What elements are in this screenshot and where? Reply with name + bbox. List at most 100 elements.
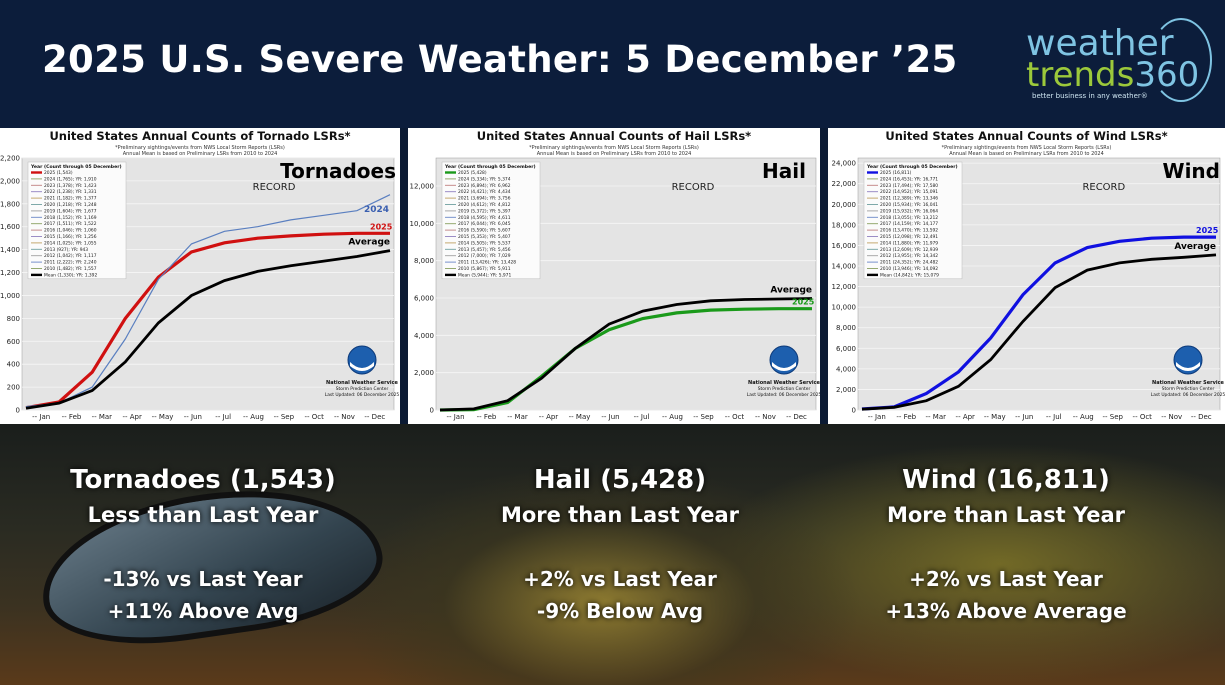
x-tick-label: -- Dec — [786, 413, 807, 421]
legend-entry: 2020 (4,612); YR: 4,812 — [458, 202, 511, 208]
x-tick-label: -- Aug — [1073, 413, 1094, 421]
legend-entry: 2023 (1,378); YR: 1,423 — [44, 183, 97, 189]
x-tick-label: -- Jan — [32, 413, 50, 421]
legend-title: Year (Count through 05 December) — [866, 164, 958, 170]
hail-chart: United States Annual Counts of Hail LSRs… — [410, 129, 821, 421]
wind-chart-panel: United States Annual Counts of Wind LSRs… — [828, 128, 1225, 424]
legend-entry: 2021 (12,389); YR: 13,346 — [880, 196, 938, 202]
noaa-gull-icon — [1176, 362, 1200, 371]
x-tick-label: -- Mar — [507, 413, 528, 421]
record-annotation: RECORD — [1082, 182, 1125, 193]
legend-entry: 2020 (15,934); YR: 16,041 — [880, 202, 938, 208]
x-tick-label: -- Aug — [243, 413, 264, 421]
chart-big-label: Tornadoes — [280, 159, 396, 183]
x-tick-label: -- Jul — [634, 413, 650, 421]
average-annotation: Average — [1174, 242, 1216, 252]
tornado-heading: Tornadoes (1,543) — [70, 465, 336, 495]
legend-entry: 2018 (4,595); YR: 4,611 — [458, 215, 511, 221]
y-tick-label: 6,000 — [414, 295, 434, 303]
legend-entry: 2011 (2,222); YR: 2,240 — [44, 260, 97, 266]
legend-entry: 2013 (12,609); YR: 12,939 — [880, 247, 938, 253]
tornado-line1: -13% vs Last Year — [103, 567, 303, 591]
y-tick-label: 4,000 — [836, 365, 856, 373]
x-tick-label: -- Sep — [274, 413, 295, 421]
y-tick-label: 0 — [852, 407, 856, 415]
chart-title: United States Annual Counts of Wind LSRs… — [885, 129, 1167, 143]
y-tick-label: 1,200 — [0, 269, 20, 277]
tornado-chart-panel: United States Annual Counts of Tornado L… — [0, 128, 400, 424]
tornado-line2: +11% Above Avg — [107, 599, 299, 623]
x-tick-label: -- Mar — [926, 413, 947, 421]
y-tick-label: 1,000 — [0, 292, 20, 300]
series-line-2025 — [861, 235, 1216, 411]
chart-legend: Year (Count through 05 December)2025 (16… — [863, 161, 963, 280]
y-tick-label: 0 — [16, 407, 20, 415]
logo-line1: weather — [1026, 23, 1174, 64]
x-tick-label: -- Nov — [334, 413, 355, 421]
x-tick-label: -- Feb — [896, 413, 916, 421]
legend-entry: Mean (5,944); YR: 5,971 — [458, 272, 511, 278]
x-tick-label: -- Dec — [1191, 413, 1212, 421]
chart-footer-line: National Weather Service — [1152, 380, 1225, 386]
x-tick-label: -- Jul — [1046, 413, 1062, 421]
logo-trends: trends — [1026, 55, 1135, 95]
y-tick-label: 2,200 — [0, 155, 20, 163]
legend-entry: 2011 (13,426); YR: 13,428 — [458, 260, 516, 266]
header-banner: 2025 U.S. Severe Weather: 5 December ’25… — [0, 0, 1225, 128]
x-tick-label: -- Jun — [184, 413, 202, 421]
chart-big-label: Hail — [762, 159, 806, 183]
y-tick-label: 2,000 — [0, 177, 20, 185]
chart-subtitle: *Preliminary sightings/events from NWS L… — [529, 145, 699, 151]
legend-entry: 2021 (1,182); YR: 1,377 — [44, 196, 97, 202]
x-tick-label: -- Nov — [1161, 413, 1182, 421]
y-tick-label: 12,000 — [832, 283, 857, 291]
page-title: 2025 U.S. Severe Weather: 5 December ’25 — [42, 38, 958, 81]
current-year-annotation: 2025 — [370, 222, 393, 231]
legend-entry: 2012 (13,955); YR: 14,342 — [880, 253, 938, 259]
chart-legend: Year (Count through 05 December)2025 (5,… — [441, 161, 541, 280]
chart-footer-line: Last Updated: 06 December 2025 — [325, 392, 400, 398]
x-tick-label: -- Apr — [956, 413, 976, 421]
y-tick-label: 18,000 — [832, 221, 857, 229]
chart-footer-line: Storm Prediction Center — [1162, 386, 1215, 392]
legend-entry: 2017 (6,044); YR: 6,045 — [458, 221, 511, 227]
y-tick-label: 200 — [7, 384, 20, 392]
series-line-2025 — [439, 307, 812, 412]
legend-box — [863, 161, 963, 280]
y-tick-label: 10,000 — [832, 304, 857, 312]
chart-subtitle-2: Annual Mean is based on Preliminary LSRs… — [949, 151, 1104, 157]
legend-entry: 2025 (5,428) — [458, 170, 487, 176]
x-tick-label: -- May — [152, 413, 174, 421]
legend-entry: 2014 (11,880); YR: 11,979 — [880, 240, 938, 246]
x-tick-label: -- Dec — [364, 413, 385, 421]
x-tick-label: -- Jun — [1015, 413, 1033, 421]
chart-subtitle-2: Annual Mean is based on Preliminary LSRs… — [537, 151, 692, 157]
legend-entry: 2010 (1,482); YR: 1,557 — [44, 266, 97, 272]
chart-legend: Year (Count through 05 December)2025 (1,… — [27, 161, 127, 280]
legend-entry: Mean (14,842); YR: 15,079 — [880, 272, 939, 278]
logo-tagline: better business in any weather® — [1032, 92, 1148, 100]
legend-entry: 2016 (13,470); YR: 13,592 — [880, 228, 938, 234]
car-mirror-image — [31, 470, 391, 660]
y-tick-label: 8,000 — [414, 257, 434, 265]
series-line-2025 — [25, 231, 390, 410]
legend-entry: 2022 (14,952); YR: 15,091 — [880, 189, 938, 195]
x-tick-label: -- Aug — [662, 413, 683, 421]
chart-title: United States Annual Counts of Tornado L… — [49, 129, 350, 143]
legend-entry: 2022 (4,421); YR: 4,434 — [458, 189, 511, 195]
chart-subtitle: *Preliminary sightings/events from NWS L… — [115, 145, 285, 151]
y-tick-label: 600 — [7, 338, 20, 346]
y-tick-label: 20,000 — [832, 201, 857, 209]
y-tick-label: 4,000 — [414, 332, 434, 340]
chart-title: United States Annual Counts of Hail LSRs… — [477, 129, 751, 143]
hail-line2: -9% Below Avg — [536, 599, 704, 623]
average-annotation: Average — [770, 286, 812, 296]
legend-entry: 2024 (5,334); YR: 5,374 — [458, 176, 511, 182]
legend-entry: 2013 (927); YR: 943 — [44, 247, 88, 253]
logo-ring-icon — [1150, 18, 1212, 102]
legend-entry: 2013 (5,457); YR: 5,456 — [458, 247, 511, 253]
series-line-2024 — [25, 194, 391, 408]
record-annotation: RECORD — [672, 182, 715, 193]
chart-big-label: Wind — [1163, 159, 1220, 183]
legend-entry: 2025 (1,543) — [44, 170, 73, 176]
